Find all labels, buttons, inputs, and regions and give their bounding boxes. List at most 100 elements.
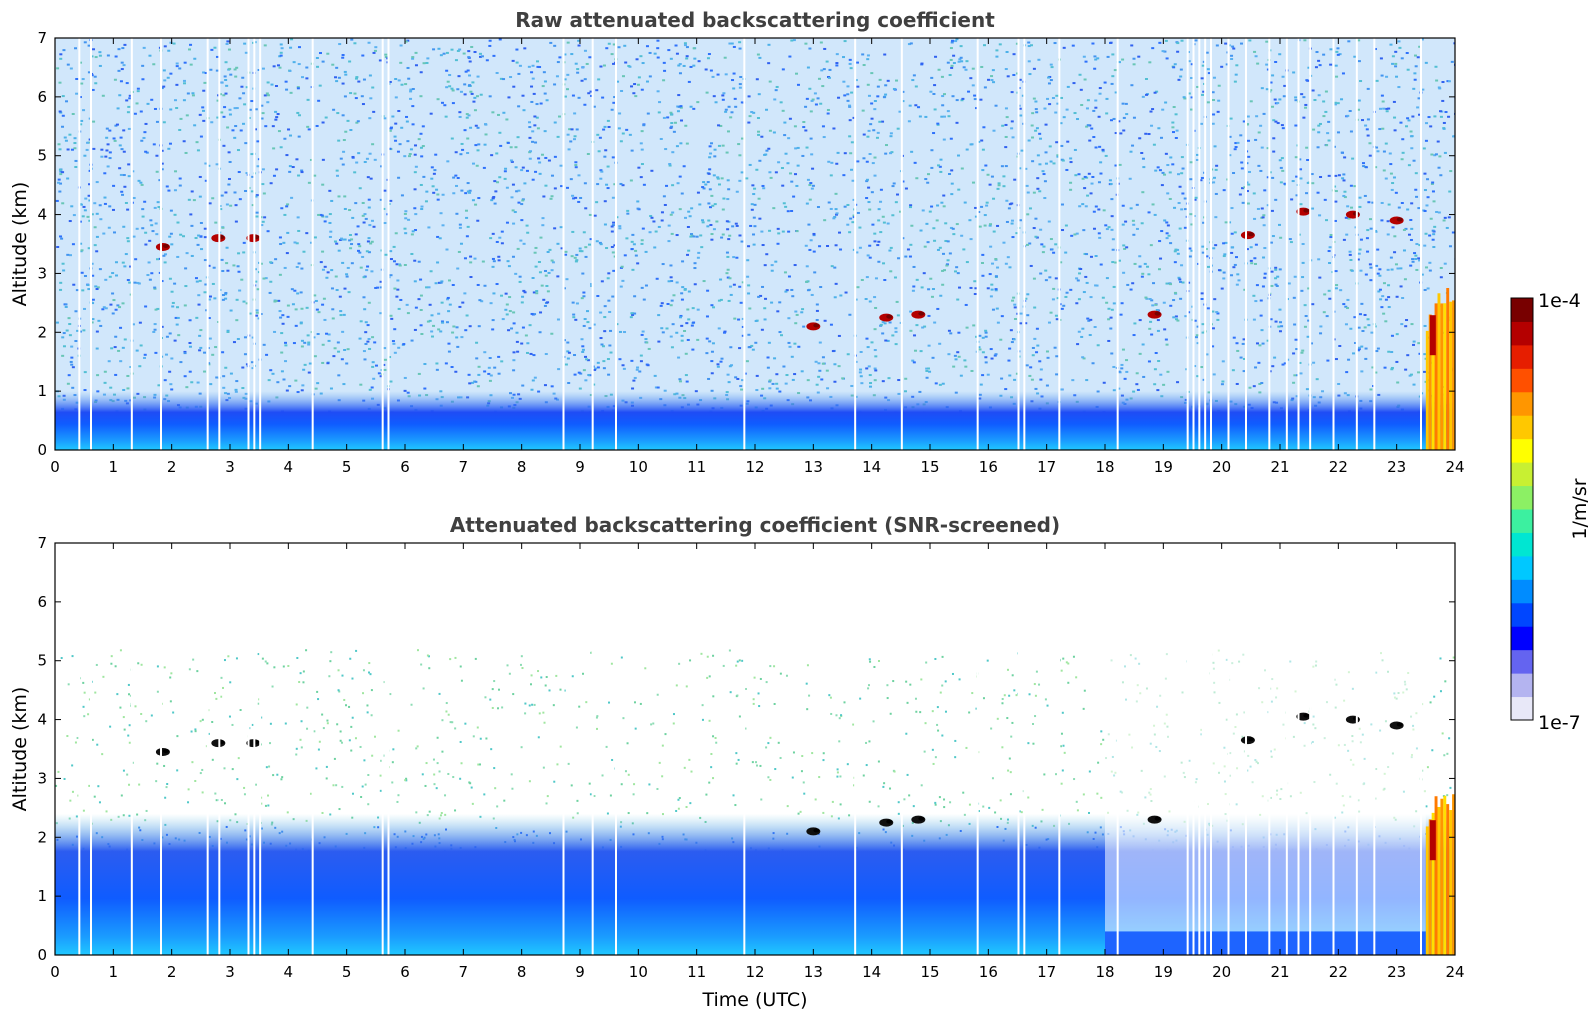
top-noise-pixel: [576, 71, 580, 74]
top-noise-pixel: [1404, 325, 1408, 328]
top-noise-pixel: [907, 43, 911, 46]
top-noise-pixel: [702, 280, 706, 283]
top-noise-pixel: [59, 182, 63, 185]
top-noise-pixel: [542, 298, 546, 301]
top-noise-pixel: [1179, 297, 1183, 300]
top-noise-pixel: [523, 47, 527, 50]
top-noise-pixel: [109, 303, 113, 306]
top-noise-pixel: [833, 266, 837, 269]
top-noise-pixel: [1138, 137, 1142, 140]
top-noise-pixel: [870, 72, 874, 75]
top-noise-pixel: [1363, 313, 1367, 316]
top-noise-pixel: [958, 58, 962, 61]
top-noise-pixel: [1254, 55, 1258, 58]
top-noise-pixel: [1240, 161, 1244, 164]
top-noise-pixel: [1086, 99, 1090, 102]
top-noise-pixel: [1194, 196, 1198, 199]
top-noise-pixel: [548, 248, 552, 251]
top-noise-pixel: [526, 231, 530, 234]
top-noise-pixel: [893, 276, 897, 279]
top-noise-pixel: [1172, 131, 1176, 134]
top-noise-pixel: [83, 209, 87, 212]
top-noise-pixel: [103, 202, 107, 205]
top-noise-pixel: [254, 280, 258, 283]
top-noise-pixel: [396, 288, 400, 291]
top-noise-pixel: [936, 122, 940, 125]
top-noise-pixel: [1322, 115, 1326, 118]
top-noise-pixel: [1055, 94, 1059, 97]
top-noise-pixel: [169, 72, 173, 75]
top-noise-pixel: [607, 272, 611, 275]
top-noise-pixel: [1265, 88, 1269, 91]
top-noise-pixel: [66, 148, 70, 151]
top-noise-pixel: [1374, 166, 1378, 169]
top-noise-pixel: [1122, 271, 1126, 274]
top-noise-pixel: [153, 328, 157, 331]
top-noise-pixel: [504, 292, 508, 295]
top-noise-pixel: [683, 288, 687, 291]
top-noise-pixel: [1176, 248, 1180, 251]
top-noise-pixel: [394, 96, 398, 99]
top-noise-pixel: [577, 39, 581, 42]
top-noise-pixel: [1431, 238, 1435, 241]
top-noise-pixel: [856, 286, 860, 289]
top-noise-pixel: [553, 83, 557, 86]
top-noise-pixel: [1448, 245, 1452, 248]
top-noise-pixel: [74, 159, 78, 162]
top-noise-pixel: [1184, 315, 1188, 318]
top-noise-pixel: [321, 268, 325, 271]
top-noise-pixel: [668, 164, 672, 167]
top-noise-pixel: [776, 242, 780, 245]
top-noise-pixel: [92, 147, 96, 150]
top-noise-pixel: [1122, 129, 1126, 132]
top-noise-pixel: [220, 81, 224, 84]
top-noise-pixel: [907, 120, 911, 123]
top-noise-pixel: [367, 198, 371, 201]
top-noise-pixel: [293, 241, 297, 244]
top-noise-pixel: [1034, 217, 1038, 220]
top-noise-pixel: [1066, 140, 1070, 143]
top-noise-pixel: [882, 221, 886, 224]
top-noise-pixel: [990, 283, 994, 286]
top-noise-pixel: [1019, 312, 1023, 315]
top-noise-pixel: [105, 127, 109, 130]
top-noise-pixel: [1316, 146, 1320, 149]
top-noise-pixel: [776, 310, 780, 313]
top-noise-pixel: [876, 85, 880, 88]
top-noise-pixel: [451, 283, 455, 286]
top-noise-pixel: [215, 69, 219, 72]
top-noise-pixel: [1357, 60, 1361, 63]
top-noise-pixel: [59, 57, 63, 60]
top-noise-pixel: [838, 231, 842, 234]
top-noise-pixel: [1400, 158, 1404, 161]
top-noise-pixel: [613, 244, 617, 247]
top-noise-pixel: [962, 248, 966, 251]
top-noise-pixel: [62, 269, 66, 272]
top-noise-pixel: [865, 276, 869, 279]
top-noise-pixel: [574, 260, 578, 263]
top-noise-pixel: [260, 117, 264, 120]
top-noise-pixel: [550, 259, 554, 262]
top-noise-pixel: [753, 203, 757, 206]
top-noise-pixel: [980, 261, 984, 264]
top-noise-pixel: [221, 226, 225, 229]
top-noise-pixel: [767, 147, 771, 150]
top-noise-pixel: [660, 302, 664, 305]
top-noise-pixel: [1333, 103, 1337, 106]
top-noise-pixel: [973, 94, 977, 97]
top-noise-pixel: [347, 291, 351, 294]
top-noise-pixel: [474, 144, 478, 147]
top-noise-pixel: [1423, 324, 1427, 327]
top-noise-pixel: [846, 223, 850, 226]
top-noise-pixel: [1097, 115, 1101, 118]
top-noise-pixel: [866, 83, 870, 86]
top-noise-pixel: [1109, 182, 1113, 185]
top-noise-pixel: [84, 197, 88, 200]
top-noise-pixel: [286, 315, 290, 318]
top-noise-pixel: [361, 255, 365, 258]
top-noise-pixel: [849, 152, 853, 155]
top-noise-pixel: [782, 202, 786, 205]
top-noise-pixel: [1346, 307, 1350, 310]
top-noise-pixel: [1348, 250, 1352, 253]
top-noise-pixel: [1046, 97, 1050, 100]
